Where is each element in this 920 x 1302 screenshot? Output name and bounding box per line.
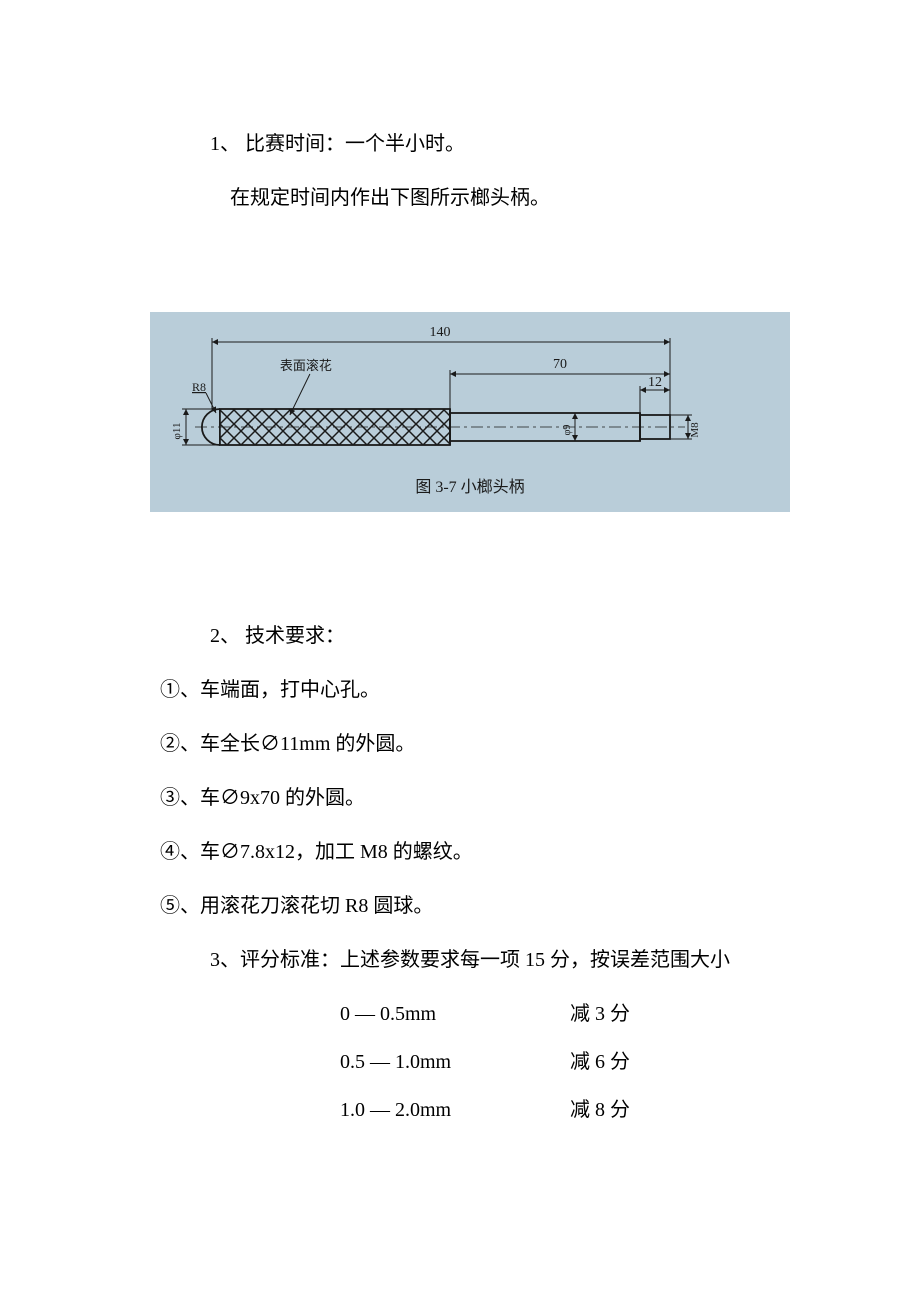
scoring-row: 0 — 0.5mm 减 3 分 bbox=[160, 990, 760, 1038]
scoring-row: 0.5 — 1.0mm 减 6 分 bbox=[160, 1038, 760, 1086]
svg-text:12: 12 bbox=[648, 375, 662, 390]
intro-item1: 1、 比赛时间：一个半小时。 bbox=[160, 120, 760, 168]
scoring-range: 0 — 0.5mm bbox=[340, 990, 570, 1038]
intro-item1-sub: 在规定时间内作出下图所示榔头柄。 bbox=[160, 174, 760, 222]
tech-r4: ④、车∅7.8x12，加工 M8 的螺纹。 bbox=[160, 828, 760, 876]
svg-text:R8: R8 bbox=[192, 380, 206, 394]
tech-r1: ①、车端面，打中心孔。 bbox=[160, 666, 760, 714]
svg-text:140: 140 bbox=[430, 325, 451, 340]
svg-text:70: 70 bbox=[553, 357, 567, 372]
svg-text:φ11: φ11 bbox=[171, 423, 183, 440]
svg-text:φ9: φ9 bbox=[562, 425, 573, 436]
svg-text:图 3-7 小榔头柄: 图 3-7 小榔头柄 bbox=[415, 478, 524, 496]
tech-r2: ②、车全长∅11mm 的外圆。 bbox=[160, 720, 760, 768]
scoring-range: 0.5 — 1.0mm bbox=[340, 1038, 570, 1086]
scoring-range: 1.0 — 2.0mm bbox=[340, 1086, 570, 1134]
tech-heading: 2、 技术要求： bbox=[160, 612, 760, 660]
scoring-row: 1.0 — 2.0mm 减 8 分 bbox=[160, 1086, 760, 1134]
scoring-heading: 3、评分标准：上述参数要求每一项 15 分，按误差范围大小 bbox=[160, 936, 760, 984]
svg-text:表面滚花: 表面滚花 bbox=[280, 358, 332, 373]
scoring-penalty: 减 3 分 bbox=[570, 990, 630, 1038]
svg-text:M8: M8 bbox=[689, 422, 701, 438]
scoring-penalty: 减 6 分 bbox=[570, 1038, 630, 1086]
tech-r3: ③、车∅9x70 的外圆。 bbox=[160, 774, 760, 822]
tech-r5: ⑤、用滚花刀滚花切 R8 圆球。 bbox=[160, 882, 760, 930]
technical-drawing: 140 70 12 φ11 φ9 M8 R8 表面滚花图 3-7 小榔头柄 bbox=[150, 312, 790, 512]
scoring-penalty: 减 8 分 bbox=[570, 1086, 630, 1134]
